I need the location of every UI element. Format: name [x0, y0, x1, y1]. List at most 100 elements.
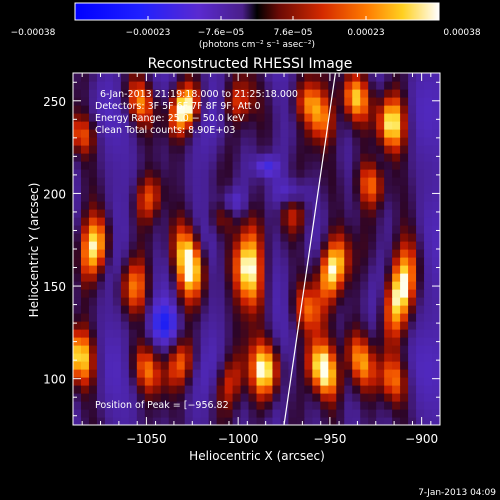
heatmap-cell: [80, 385, 90, 394]
heatmap-cell: [128, 225, 138, 234]
heatmap-cell: [104, 313, 114, 322]
heatmap-cell: [320, 89, 329, 98]
heatmap-cell: [168, 97, 178, 106]
heatmap-cell: [88, 113, 98, 122]
heatmap-cell: [216, 161, 226, 170]
heatmap-cell: [168, 193, 178, 202]
heatmap-cell: [424, 249, 433, 258]
heatmap-cell: [416, 321, 425, 330]
heatmap-cell: [264, 313, 274, 322]
heatmap-cell: [384, 281, 393, 290]
heatmap-cell: [184, 105, 194, 114]
heatmap-cell: [80, 337, 90, 346]
heatmap-cell: [200, 297, 210, 306]
heatmap-cell: [184, 145, 194, 154]
heatmap-cell: [304, 113, 313, 122]
heatmap-cell: [200, 257, 210, 266]
heatmap-cell: [296, 273, 305, 282]
heatmap-cell: [240, 369, 250, 378]
heatmap-cell: [208, 377, 218, 386]
heatmap-cell: [288, 265, 297, 274]
heatmap-cell: [336, 153, 345, 162]
heatmap-cell: [416, 209, 425, 218]
heatmap-cell: [120, 89, 130, 98]
heatmap-cell: [408, 169, 417, 178]
heatmap-cell: [272, 233, 282, 242]
heatmap-cell: [416, 225, 425, 234]
heatmap-cell: [208, 361, 218, 370]
heatmap-cell: [432, 129, 440, 138]
heatmap-cell: [416, 241, 425, 250]
heatmap-cell: [408, 73, 417, 82]
heatmap-cell: [136, 393, 146, 402]
heatmap-cell: [88, 361, 98, 370]
heatmap-cell: [200, 137, 210, 146]
heatmap-cell: [112, 89, 122, 98]
heatmap-cell: [96, 145, 106, 154]
heatmap-cell: [256, 385, 266, 394]
heatmap-cell: [416, 145, 425, 154]
heatmap-cell: [216, 169, 226, 178]
heatmap-cell: [216, 265, 226, 274]
heatmap-cell: [224, 73, 234, 82]
heatmap-cell: [424, 297, 433, 306]
heatmap-cell: [240, 129, 250, 138]
heatmap-cell: [176, 281, 186, 290]
heatmap-cell: [272, 217, 282, 226]
heatmap-cell: [200, 241, 210, 250]
heatmap-cell: [296, 129, 305, 138]
heatmap-cell: [328, 369, 337, 378]
heatmap-cell: [360, 177, 369, 186]
heatmap-cell: [136, 233, 146, 242]
heatmap-cell: [240, 393, 250, 402]
heatmap-cell: [224, 393, 234, 402]
heatmap-cell: [352, 193, 361, 202]
heatmap-cell: [360, 345, 369, 354]
heatmap-cell: [344, 89, 353, 98]
heatmap-cell: [208, 281, 218, 290]
heatmap-cell: [144, 217, 154, 226]
heatmap-cell: [272, 241, 282, 250]
heatmap-cell: [320, 113, 329, 122]
heatmap-cell: [344, 313, 353, 322]
heatmap-cell: [128, 313, 138, 322]
heatmap-cell: [120, 177, 130, 186]
heatmap-cell: [408, 105, 417, 114]
heatmap-cell: [264, 289, 274, 298]
heatmap-cell: [73, 257, 82, 266]
heatmap-cell: [112, 169, 122, 178]
heatmap-cell: [376, 73, 385, 82]
heatmap-cell: [376, 161, 385, 170]
heatmap-cell: [376, 249, 385, 258]
heatmap-cell: [224, 169, 234, 178]
heatmap-cell: [144, 137, 154, 146]
heatmap-cell: [152, 193, 162, 202]
heatmap-cell: [176, 417, 186, 425]
heatmap-cell: [88, 249, 98, 258]
heatmap-cell: [320, 361, 329, 370]
heatmap-cell: [368, 281, 377, 290]
heatmap-cell: [216, 209, 226, 218]
heatmap-cell: [256, 137, 266, 146]
heatmap-cell: [136, 137, 146, 146]
heatmap-cell: [416, 161, 425, 170]
heatmap-cell: [120, 369, 130, 378]
heatmap-cell: [184, 361, 194, 370]
heatmap-cell: [96, 97, 106, 106]
heatmap-cell: [224, 337, 234, 346]
heatmap-cell: [104, 129, 114, 138]
heatmap-cell: [360, 73, 369, 82]
heatmap-cell: [96, 297, 106, 306]
heatmap-cell: [104, 241, 114, 250]
heatmap-cell: [288, 273, 297, 282]
heatmap-cell: [200, 177, 210, 186]
heatmap-cell: [304, 409, 313, 418]
heatmap-cell: [224, 241, 234, 250]
heatmap-cell: [328, 337, 337, 346]
heatmap-cell: [368, 393, 377, 402]
heatmap-cell: [272, 185, 282, 194]
heatmap-cell: [224, 401, 234, 410]
heatmap-cell: [264, 385, 274, 394]
colorbar-tick-label: 0.00038: [443, 28, 480, 38]
heatmap-cell: [168, 401, 178, 410]
